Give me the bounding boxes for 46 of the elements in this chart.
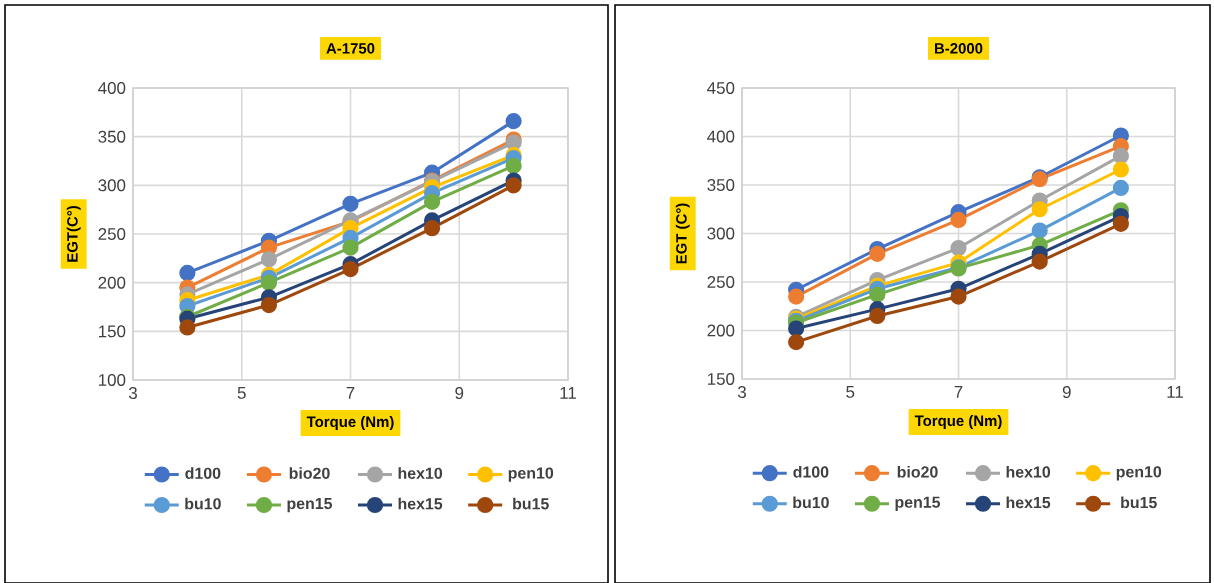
y-tick-label: 350 — [707, 179, 735, 191]
legend-label: pen10 — [1116, 466, 1162, 481]
legend-label: pen15 — [895, 496, 941, 512]
y-axis-title: EGT (C°) — [675, 203, 690, 264]
legend-label: d100 — [793, 465, 829, 478]
chart-title: A-1750 — [326, 43, 375, 54]
x-axis-title: Torque (Nm) — [306, 416, 394, 430]
y-axis-title: EGT(C°) — [66, 206, 81, 262]
x-tick-label: 11 — [1167, 386, 1183, 398]
y-tick-label: 300 — [707, 227, 735, 240]
legend-label: pen10 — [508, 467, 554, 482]
legend-label: bu15 — [513, 497, 549, 510]
y-tick-label: 250 — [98, 228, 126, 240]
y-tick-label: 350 — [98, 130, 126, 143]
y-tick-label: 150 — [98, 325, 126, 338]
x-tick-label: 5 — [846, 386, 855, 398]
x-tick-label: 11 — [560, 387, 576, 399]
y-tick-label: 200 — [707, 324, 735, 337]
x-tick-label: 7 — [346, 387, 355, 399]
y-tick-label: 400 — [707, 130, 735, 143]
legend-label: bu10 — [793, 496, 829, 509]
y-tick-label: 400 — [98, 82, 126, 94]
x-axis-title: Torque (Nm) — [914, 415, 1002, 429]
x-tick-label: 9 — [1062, 386, 1071, 399]
legend-label: hex10 — [1006, 465, 1051, 478]
legend-label: bu10 — [185, 497, 221, 510]
x-tick-label: 3 — [737, 386, 746, 399]
legend-label: bu15 — [1121, 496, 1157, 509]
chart-title: B-2000 — [935, 43, 983, 54]
x-tick-label: 3 — [128, 387, 137, 400]
x-tick-label: 5 — [237, 387, 246, 399]
x-tick-label: 7 — [954, 386, 963, 398]
y-tick-label: 450 — [707, 82, 735, 94]
legend-label: hex15 — [398, 497, 443, 510]
legend-label: pen15 — [287, 498, 333, 513]
y-tick-label: 250 — [707, 276, 735, 288]
y-tick-label: 200 — [98, 276, 126, 289]
legend-label: d100 — [185, 467, 221, 479]
y-tick-label: 300 — [98, 179, 126, 192]
legend-label: hex15 — [1006, 496, 1051, 509]
legend-label: hex10 — [398, 467, 443, 479]
legend-label: bio20 — [289, 467, 330, 479]
legend-label: bio20 — [897, 465, 938, 478]
x-tick-label: 9 — [455, 387, 464, 400]
y-tick-label: 150 — [707, 373, 735, 385]
y-tick-label: 100 — [98, 374, 126, 386]
